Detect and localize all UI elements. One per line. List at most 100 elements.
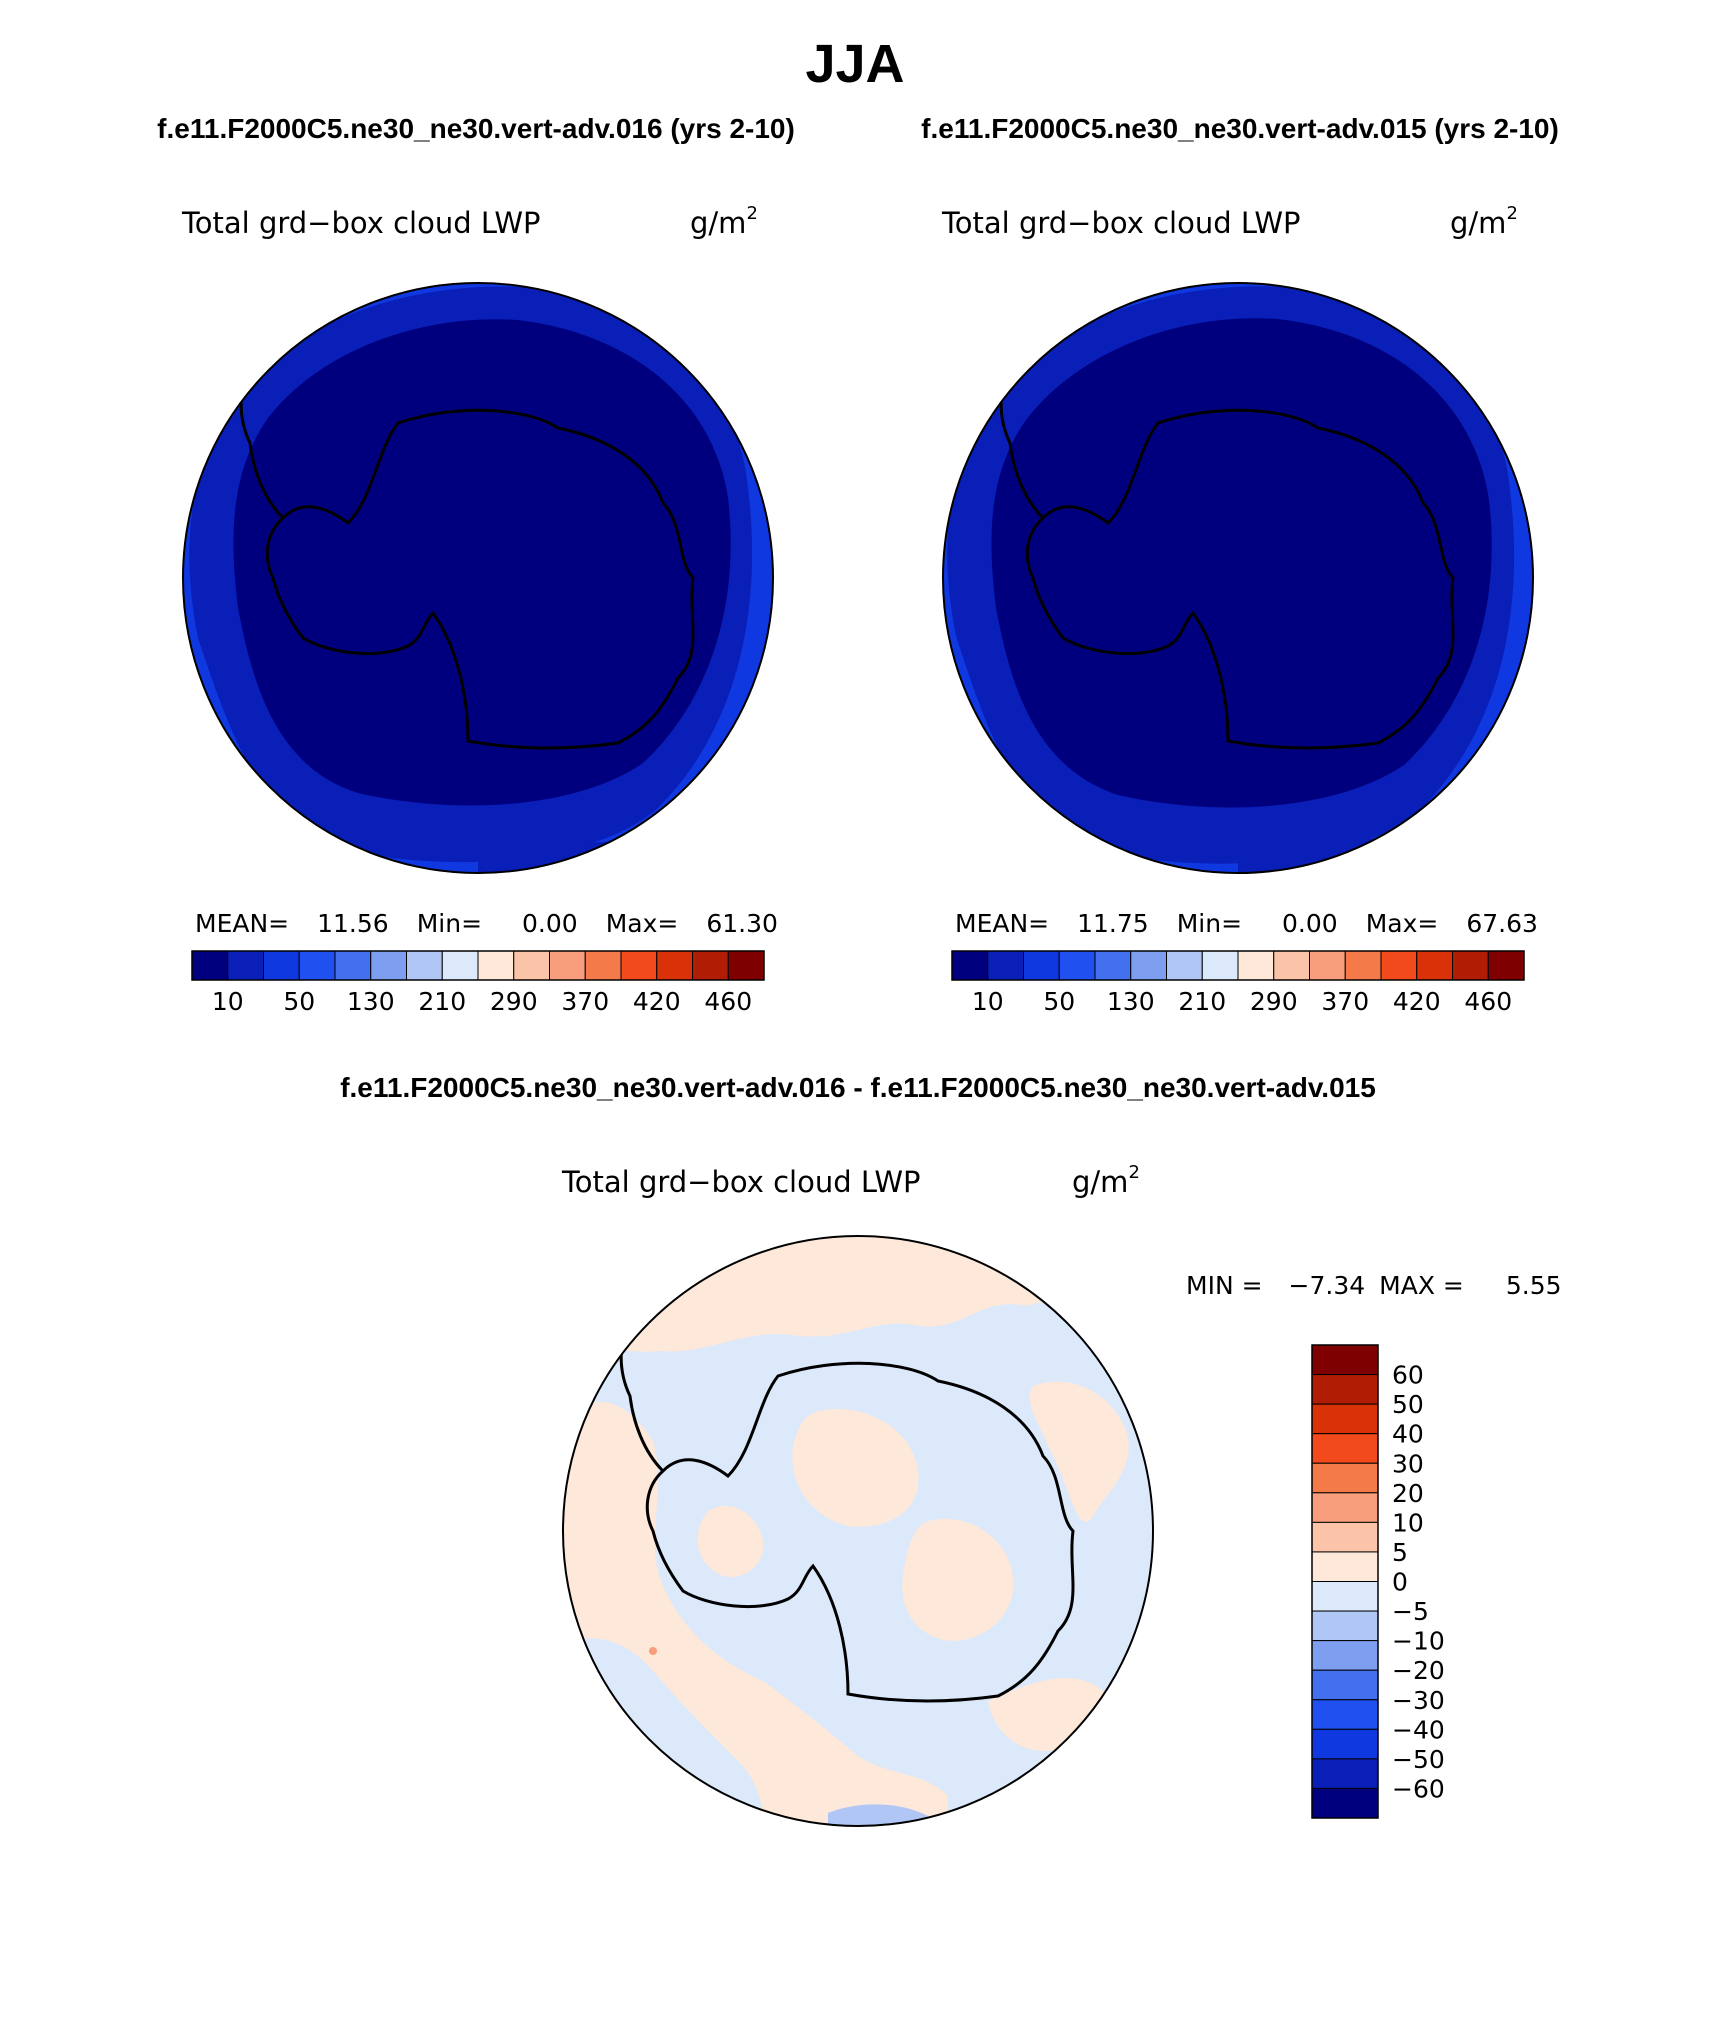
colorbar-left-swatch <box>227 950 264 981</box>
map-left-island <box>156 455 166 465</box>
colorbar-left-swatch <box>298 950 336 981</box>
panel-right: Total grd−box cloud LWP g/m2 MEAN= 11.75 M… <box>916 203 1538 1016</box>
colorbar-diff-tick-label: 30 <box>1392 1449 1424 1478</box>
colorbar-right-swatch <box>1344 950 1382 981</box>
colorbar-left-swatch <box>727 950 765 981</box>
colorbar-left-swatch <box>692 950 729 981</box>
colorbar-right-swatch <box>1487 950 1525 981</box>
map-diff-island <box>536 1408 546 1418</box>
colorbar-diff-tick-label: 5 <box>1392 1538 1408 1567</box>
colorbar-left-tick-label: 50 <box>283 987 315 1016</box>
colorbar-diff-swatch <box>1311 1492 1379 1523</box>
colorbar-right-swatch <box>1166 950 1203 981</box>
colorbar-right-swatch <box>987 950 1024 981</box>
subtitle-right: f.e11.F2000C5.ne30_ne30.vert-adv.015 (yr… <box>921 113 1559 144</box>
colorbar-left-swatch <box>656 950 693 981</box>
colorbar-right-swatch <box>1273 950 1310 981</box>
colorbar-diff-tick-label: 10 <box>1392 1508 1424 1537</box>
colorbar-diff-tick-label: −60 <box>1392 1774 1445 1803</box>
colorbar-right-swatch <box>1309 950 1346 981</box>
colorbar-left-tick-label: 210 <box>418 987 466 1016</box>
colorbar-diff-tick-label: −10 <box>1392 1627 1445 1656</box>
colorbar-diff-swatch <box>1311 1669 1379 1701</box>
colorbar-right-tick-label: 460 <box>1464 987 1512 1016</box>
colorbar-right-swatch <box>1058 950 1096 981</box>
colorbar-right-tick-label: 210 <box>1178 987 1226 1016</box>
map-left <box>156 282 774 874</box>
map-right-island <box>916 455 926 465</box>
colorbar-diff-frame <box>1311 1344 1379 1819</box>
colorbar-left-swatch <box>620 950 658 981</box>
map-diff <box>536 1235 1154 1827</box>
colorbar-diff-tick-label: −30 <box>1392 1686 1445 1715</box>
colorbar-left-swatch <box>584 950 622 981</box>
colorbar-diff-tick-label: 60 <box>1392 1361 1424 1390</box>
colorbar-diff-tick-label: 50 <box>1392 1390 1424 1419</box>
panel-left-units: g/m2 <box>690 203 758 240</box>
subtitle-left: f.e11.F2000C5.ne30_ne30.vert-adv.016 (yr… <box>157 113 795 144</box>
panel-left: Total grd−box cloud LWP g/m2 MEAN= 11.56 M… <box>156 203 778 1016</box>
diff-stats: MIN = −7.34 MAX = 5.55 <box>1186 1271 1562 1300</box>
colorbar-diff-tick-label: −50 <box>1392 1745 1445 1774</box>
panel-right-stats: MEAN= 11.75 Min= 0.00 Max= 67.63 <box>955 909 1538 938</box>
colorbar-left-swatch <box>191 950 229 981</box>
colorbar-right-tick-label: 290 <box>1250 987 1298 1016</box>
colorbar-left-swatch <box>263 950 300 981</box>
colorbar-left-tick-label: 290 <box>490 987 538 1016</box>
colorbar-right-swatch <box>1380 950 1418 981</box>
colorbar-right-swatch <box>1452 950 1489 981</box>
colorbar-left-swatch <box>370 950 407 981</box>
colorbar-diff-swatch <box>1311 1610 1379 1642</box>
panel-right-variable: Total grd−box cloud LWP <box>941 206 1301 240</box>
colorbar-diff-swatch <box>1311 1758 1379 1789</box>
colorbar-diff-swatch <box>1311 1581 1379 1612</box>
map-diff-border <box>562 1235 1154 1827</box>
colorbar-right: 10 50 130 210 290 370 420 460 <box>951 950 1525 1016</box>
colorbar-diff-tick-label: 0 <box>1392 1568 1408 1597</box>
diff-positive-east <box>1029 1381 1129 1522</box>
colorbar-diff-swatch <box>1311 1344 1379 1376</box>
colorbar-left-tick-label: 370 <box>561 987 609 1016</box>
colorbar-diff-swatch <box>1311 1551 1379 1582</box>
season-title: JJA <box>805 34 904 94</box>
map-left-border <box>182 282 774 874</box>
colorbar-right-swatch <box>951 950 989 981</box>
colorbar-left-tick-label: 130 <box>347 987 395 1016</box>
diff-positive-continent-1 <box>792 1409 919 1527</box>
colorbar-diff-tick-label: 40 <box>1392 1420 1424 1449</box>
colorbar-right-swatch <box>1201 950 1239 981</box>
colorbar-diff-tick-label: −40 <box>1392 1715 1445 1744</box>
colorbar-left-swatch <box>406 950 443 981</box>
diff-units: g/m2 <box>1072 1162 1140 1199</box>
colorbar-right-tick-label: 50 <box>1043 987 1075 1016</box>
diff-title: f.e11.F2000C5.ne30_ne30.vert-adv.016 - f… <box>340 1072 1376 1103</box>
colorbar-left-swatch <box>549 950 586 981</box>
colorbar-diff-swatch <box>1311 1433 1379 1464</box>
colorbar-left-swatch <box>477 950 515 981</box>
map-right-border <box>942 282 1534 874</box>
map-right <box>916 282 1534 874</box>
panel-right-units: g/m2 <box>1450 203 1518 240</box>
panel-diff: Total grd−box cloud LWP g/m2 MIN <box>536 1162 1562 1827</box>
colorbar-left-swatch <box>441 950 479 981</box>
colorbar-diff-swatch <box>1311 1640 1379 1671</box>
colorbar-diff-swatch <box>1311 1787 1379 1819</box>
colorbar-diff-tick-label: −20 <box>1392 1656 1445 1685</box>
colorbar-right-tick-label: 10 <box>972 987 1004 1016</box>
colorbar-diff-swatch <box>1311 1728 1379 1760</box>
colorbar-right-swatch <box>1130 950 1167 981</box>
colorbar-left-swatch <box>513 950 550 981</box>
colorbar-right-frame <box>951 950 1525 981</box>
colorbar-right-tick-label: 130 <box>1107 987 1155 1016</box>
map-right-deep-core <box>991 318 1492 808</box>
colorbar-diff-swatch <box>1311 1462 1379 1494</box>
colorbar-diff-tick-label: −5 <box>1392 1597 1429 1626</box>
diff-variable: Total grd−box cloud LWP <box>561 1165 921 1199</box>
colorbar-diff-swatch <box>1311 1521 1379 1553</box>
diff-spot <box>649 1647 657 1655</box>
colorbar-right-swatch <box>1023 950 1060 981</box>
colorbar-left-tick-label: 460 <box>704 987 752 1016</box>
diff-positive-continent-2 <box>902 1519 1014 1641</box>
